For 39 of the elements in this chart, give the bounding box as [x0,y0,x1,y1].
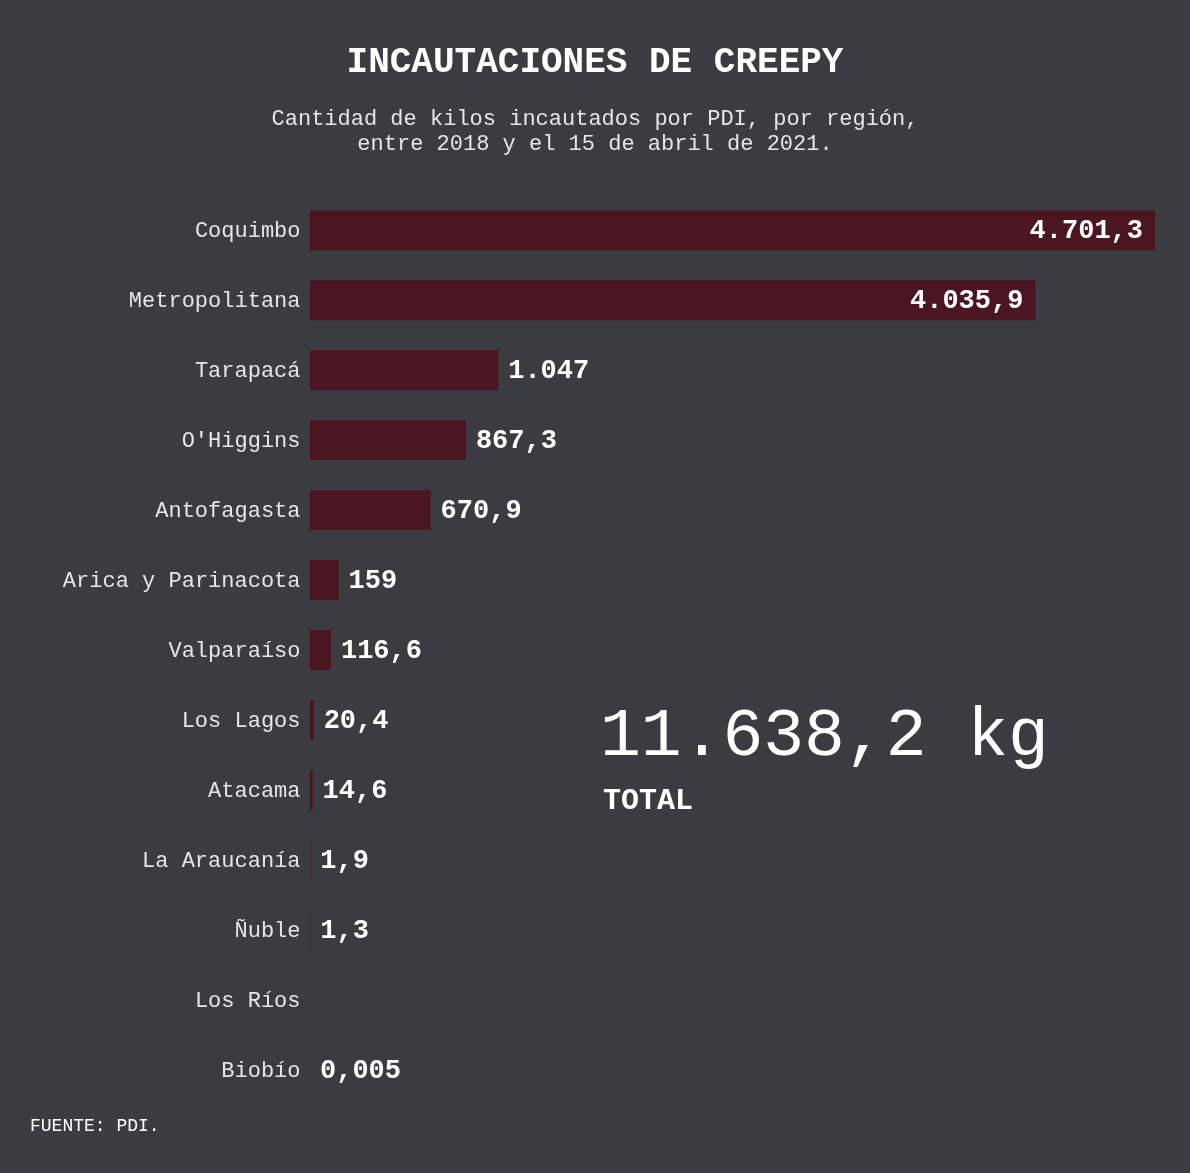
bar [310,700,314,740]
annotation: 11.638,2 kg [600,698,1049,775]
data-label: 14,6 [322,775,388,806]
bar [310,210,1155,251]
bar [310,630,331,670]
bar [310,769,313,810]
data-label: 116,6 [340,636,422,666]
chart-title: INCAUTACIONES DE CREEPY [346,42,844,83]
data-label: 1.047 [508,356,590,387]
bar [310,350,499,391]
data-label: 867,3 [475,426,557,457]
data-label: 4.701,3 [1029,216,1143,247]
data-label: 1,3 [320,915,369,946]
y-tick-label: Los Lagos [181,708,301,734]
data-label: 1,9 [320,845,369,876]
chart-subtitle: Cantidad de kilos incautados por PDI, por región, entre 2018 y el 15 de abril de 2021. [271,107,919,157]
y-tick-label: Atacama [208,778,301,804]
data-label: 4.035,9 [909,286,1024,317]
data-label: 159 [348,566,398,597]
y-tick-label: Arica y Parinacota [62,569,301,595]
annotation: TOTAL [603,784,694,818]
y-tick-label: Los Ríos [194,988,301,1014]
y-tick-label: Coquimbo [194,219,301,245]
bar [310,280,1036,321]
bar [310,560,339,600]
y-tick-label: O'Higgins [181,429,301,455]
y-tick-label: Biobío [221,1058,301,1084]
source-note: FUENTE: PDI. [30,1116,160,1136]
y-tick-label: La Araucanía [142,848,301,874]
bar [310,490,431,531]
y-tick-label: Tarapacá [194,359,301,385]
bar [310,420,466,461]
y-tick-label: Valparaíso [168,639,301,664]
data-label: 20,4 [323,705,389,736]
data-label: 0,005 [320,1055,402,1086]
y-tick-label: Metropolitana [128,289,301,315]
data-label: 670,9 [440,496,522,527]
y-tick-label: Ñuble [234,917,301,944]
y-tick-label: Antofagasta [155,499,301,525]
